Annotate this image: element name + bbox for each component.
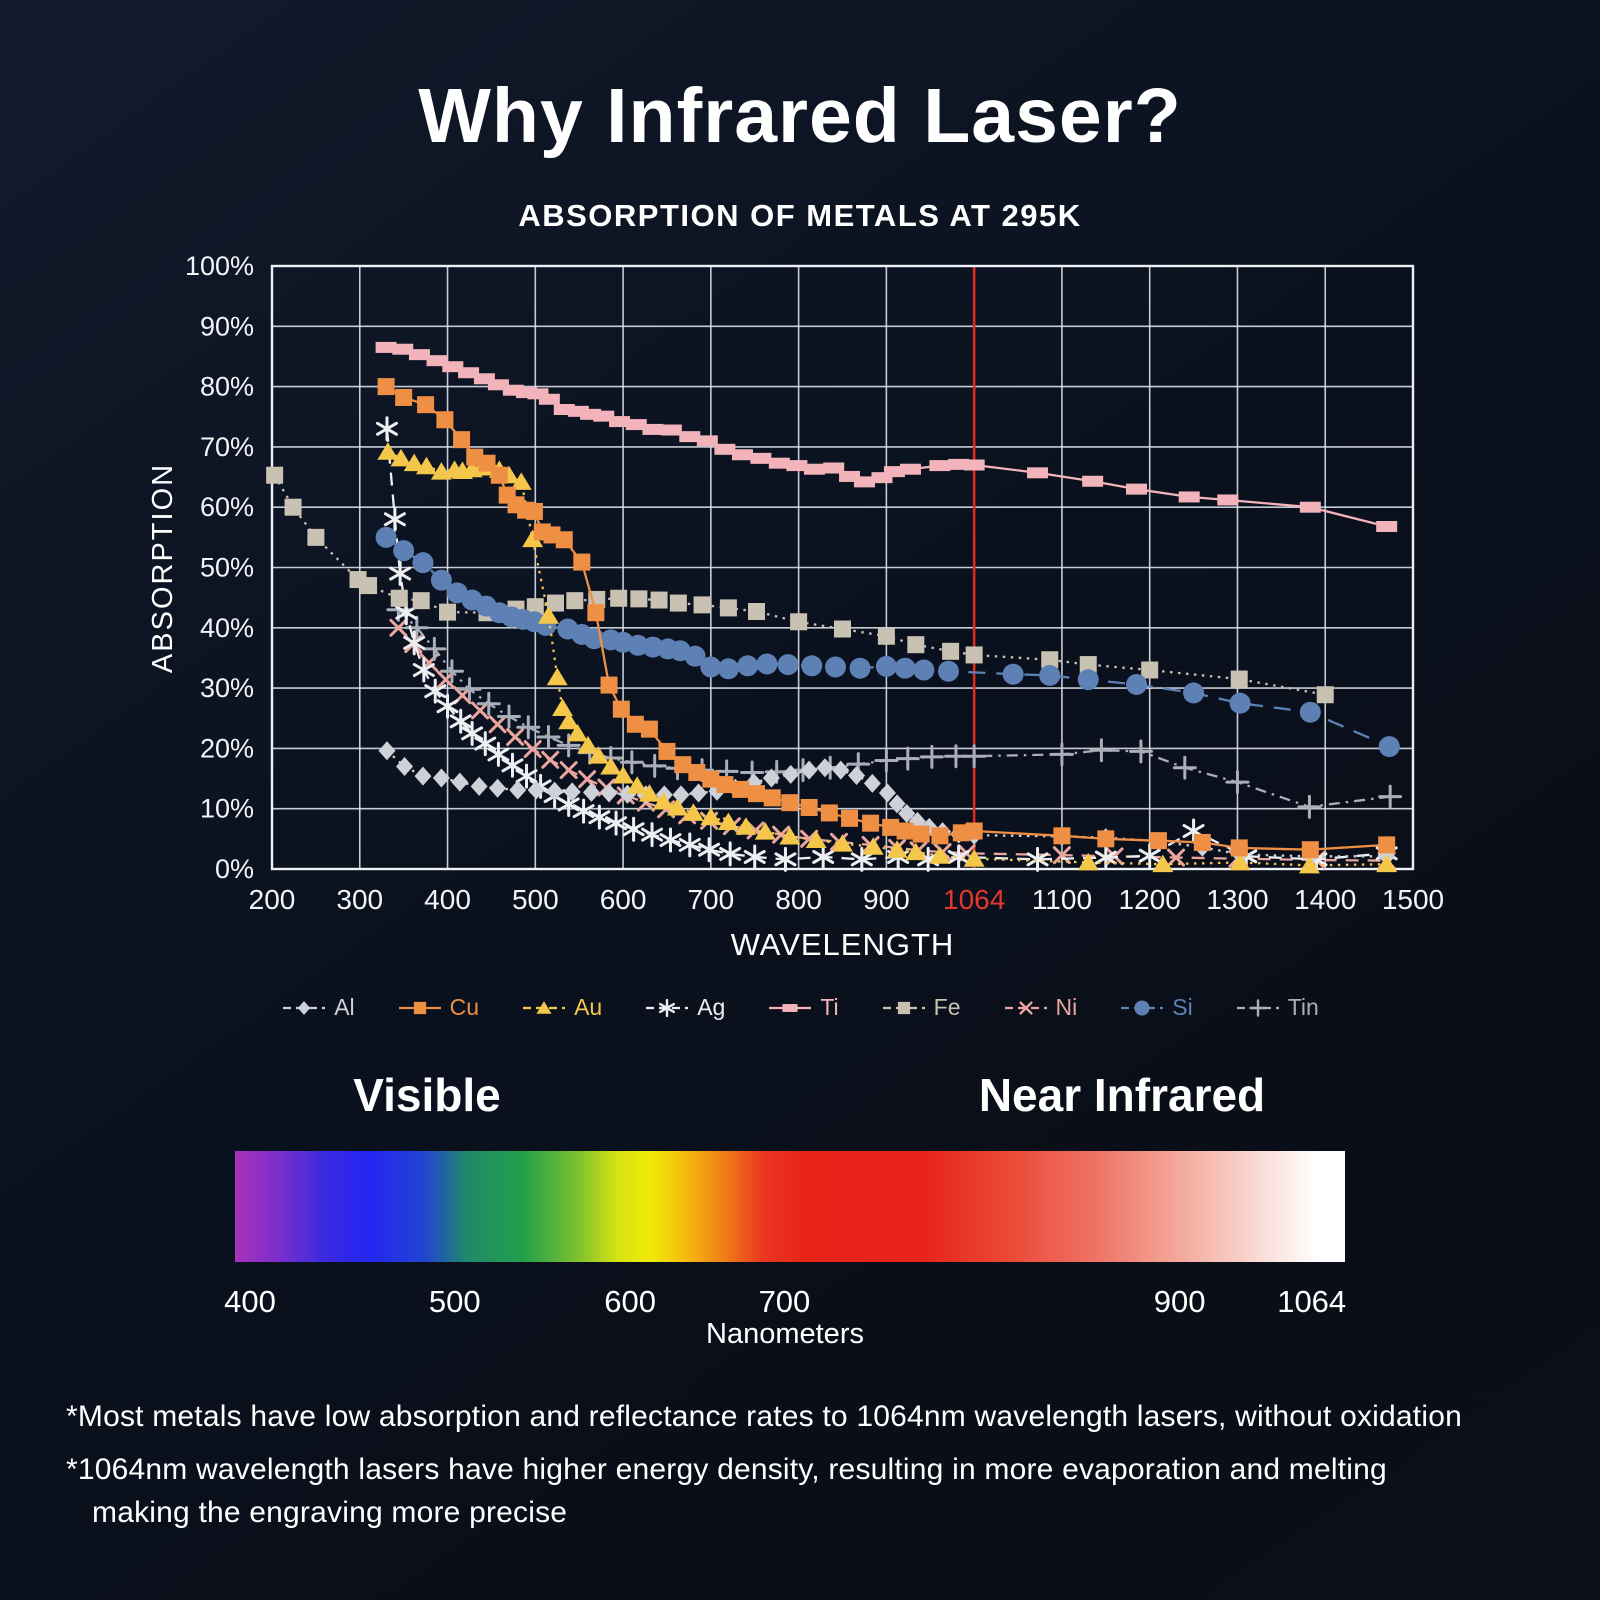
svg-text:1500: 1500	[1382, 884, 1444, 915]
legend-item-ti: Ti	[767, 994, 839, 1021]
svg-text:700: 700	[687, 884, 734, 915]
svg-text:1100: 1100	[1032, 884, 1092, 915]
series-ti	[375, 341, 1398, 532]
svg-text:900: 900	[863, 884, 910, 915]
legend-item-cu: Cu	[397, 994, 479, 1021]
visible-band-label: Visible	[353, 1069, 501, 1121]
spectrum-caption: Nanometers	[706, 1318, 864, 1350]
legend-label: Ni	[1055, 994, 1078, 1020]
legend-item-si: Si	[1119, 994, 1193, 1021]
svg-text:800: 800	[775, 884, 822, 915]
svg-text:1200: 1200	[1119, 884, 1181, 915]
si-marker-icon	[1121, 999, 1164, 1016]
svg-text:10%: 10%	[200, 794, 254, 824]
svg-text:60%: 60%	[200, 492, 254, 522]
legend-item-tin: Tin	[1235, 994, 1319, 1021]
page-title: Why Infrared Laser?	[418, 73, 1182, 159]
legend-item-au: Au	[521, 994, 602, 1021]
legend-label: Tin	[1287, 994, 1319, 1020]
legend-label: Si	[1172, 994, 1193, 1020]
spectrum-tick-1064: 1064	[1277, 1284, 1347, 1319]
legend-label: Fe	[933, 994, 961, 1020]
y-axis-label: ABSORPTION	[147, 463, 179, 673]
svg-text:50%: 50%	[200, 553, 254, 583]
svg-text:40%: 40%	[200, 613, 254, 643]
x-axis-label: WAVELENGTH	[731, 927, 955, 962]
svg-text:1400: 1400	[1294, 884, 1356, 915]
svg-text:1064: 1064	[943, 884, 1005, 915]
ni-marker-icon	[1004, 1000, 1047, 1015]
footnote-line-3: making the engraving more precise	[92, 1496, 568, 1529]
legend-label: Al	[334, 994, 355, 1020]
legend-item-ni: Ni	[1003, 994, 1078, 1021]
legend-item-ag: Ag	[644, 994, 725, 1021]
ag-marker-icon	[646, 998, 689, 1017]
legend-label: Ti	[820, 994, 839, 1020]
svg-text:0%: 0%	[215, 854, 254, 884]
fe-marker-icon	[882, 1001, 925, 1014]
spectrum-gradient-bar	[235, 1151, 1345, 1262]
legend-label: Cu	[449, 994, 480, 1020]
chart-title: ABSORPTION OF METALS AT 295K	[518, 198, 1082, 233]
svg-text:600: 600	[600, 884, 647, 915]
legend-item-al: Al	[281, 994, 355, 1021]
svg-text:300: 300	[336, 884, 383, 915]
svg-text:100%: 100%	[185, 251, 254, 281]
svg-text:400: 400	[424, 884, 471, 915]
footnote-line-1: *Most metals have low absorption and ref…	[66, 1400, 1462, 1433]
legend-item-fe: Fe	[881, 994, 961, 1021]
svg-text:500: 500	[512, 884, 559, 915]
series-cu	[377, 378, 1396, 859]
spectrum-tick-400: 400	[224, 1284, 276, 1319]
chart-legend: Al Cu Au Ag Ti Fe Ni Si Tin	[0, 994, 1600, 1021]
series-si	[375, 526, 1400, 758]
svg-text:70%: 70%	[200, 432, 254, 462]
footnote-line-2: *1064nm wavelength lasers have higher en…	[66, 1453, 1387, 1486]
ti-marker-icon	[769, 1003, 812, 1012]
al-marker-icon	[283, 1000, 326, 1015]
tin-marker-icon	[1236, 998, 1279, 1017]
svg-text:30%: 30%	[200, 673, 254, 703]
spectrum-tick-600: 600	[604, 1284, 657, 1319]
au-marker-icon	[523, 1000, 566, 1014]
absorption-chart: 0% 10% 20% 30% 40% 50% 60% 70% 80% 90% 100% 200 300 4…	[147, 251, 1445, 962]
svg-text:1300: 1300	[1206, 884, 1268, 915]
legend-label: Ag	[697, 994, 726, 1020]
spectrum-tick-900: 900	[1153, 1284, 1206, 1319]
near-infrared-band-label: Near Infrared	[978, 1069, 1266, 1121]
svg-text:200: 200	[249, 884, 296, 915]
legend-label: Au	[574, 994, 603, 1020]
svg-text:90%: 90%	[200, 311, 254, 341]
svg-text:80%: 80%	[200, 372, 254, 402]
spectrum-tick-700: 700	[758, 1284, 811, 1319]
svg-text:20%: 20%	[200, 733, 254, 763]
cu-marker-icon	[398, 1001, 441, 1014]
series-ag	[375, 416, 1398, 872]
spectrum-tick-500: 500	[428, 1284, 481, 1319]
